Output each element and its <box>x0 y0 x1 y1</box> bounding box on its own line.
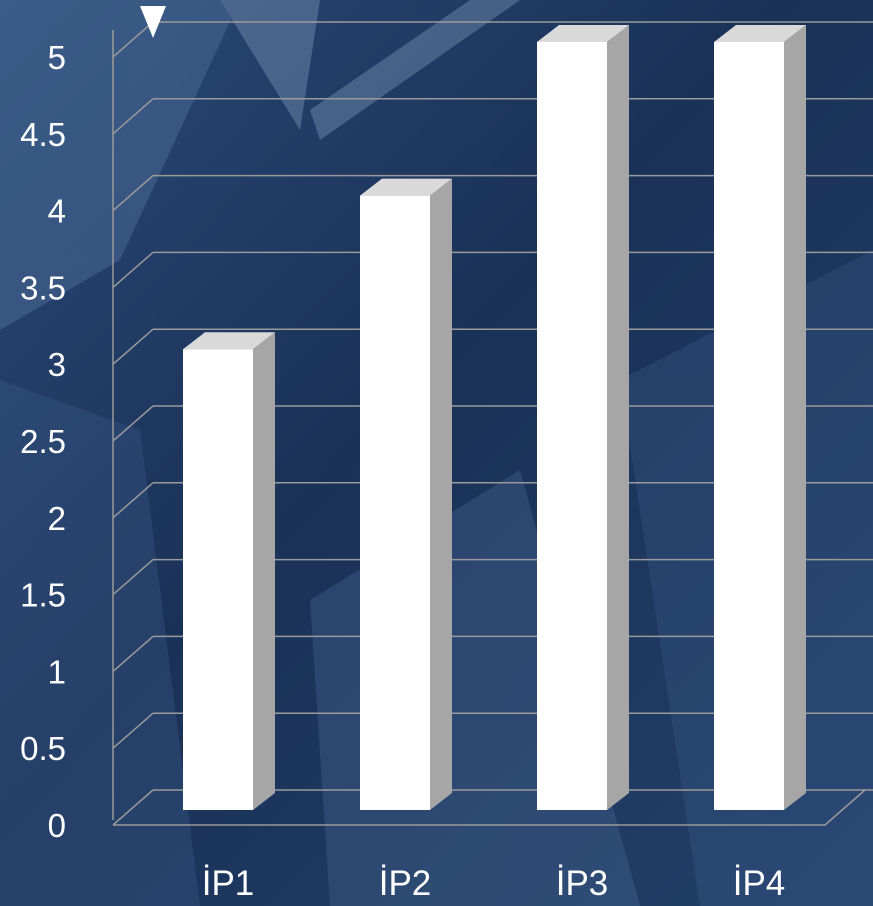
y-tick-label: 1.5 <box>20 577 66 614</box>
y-tick-label: 0.5 <box>20 730 66 767</box>
y-tick-label: 2 <box>48 500 66 537</box>
bar-side-face <box>607 25 629 810</box>
bar-top-face <box>714 25 806 42</box>
gridline-diagonal <box>112 328 154 365</box>
bar-side-face <box>253 332 275 810</box>
y-tick-label: 1 <box>48 653 66 690</box>
bar <box>714 25 806 810</box>
bar <box>537 25 629 810</box>
bar <box>183 332 275 810</box>
x-category-label: İP2 <box>379 864 432 903</box>
x-category-label: İP1 <box>202 864 255 903</box>
gridline-diagonal <box>112 405 154 442</box>
gridline-diagonal <box>112 482 154 519</box>
y-tick-label: 0 <box>48 807 66 844</box>
bar-front-face <box>537 42 607 810</box>
gridline-diagonal <box>112 98 154 135</box>
bar-top-face <box>183 332 275 350</box>
x-category-label: İP4 <box>733 864 786 903</box>
x-category-label: İP3 <box>556 864 609 903</box>
bar-top-face <box>537 25 629 42</box>
bar <box>360 178 452 811</box>
bar-front-face <box>714 42 784 810</box>
gridline-diagonal <box>112 251 154 288</box>
gridline-diagonal <box>112 789 154 826</box>
floor-edge-line <box>113 789 866 826</box>
gridline-diagonal <box>112 559 154 596</box>
y-tick-label: 4 <box>48 193 66 230</box>
y-tick-label: 4.5 <box>20 116 66 153</box>
bar-front-face <box>183 349 253 810</box>
bar-top-face <box>360 178 452 196</box>
y-tick-label: 3 <box>48 346 66 383</box>
bar-side-face <box>784 25 806 810</box>
triangle-marker-icon <box>140 6 166 38</box>
bar-side-face <box>430 178 452 811</box>
gridline-diagonal <box>112 712 154 749</box>
label-layer: 0 0.5 1 1.5 2 2.5 3 3.5 4 4.5 5 İP1 İP2 İP3 İP4 <box>20 39 785 903</box>
gridline-diagonal <box>112 21 154 58</box>
y-tick-label: 3.5 <box>20 269 66 306</box>
y-tick-label: 5 <box>48 39 66 76</box>
bar-layer <box>183 25 806 811</box>
gridline-diagonal <box>112 175 154 212</box>
gridline-diagonal <box>112 635 154 672</box>
bar-front-face <box>360 195 430 811</box>
y-tick-label: 2.5 <box>20 423 66 460</box>
